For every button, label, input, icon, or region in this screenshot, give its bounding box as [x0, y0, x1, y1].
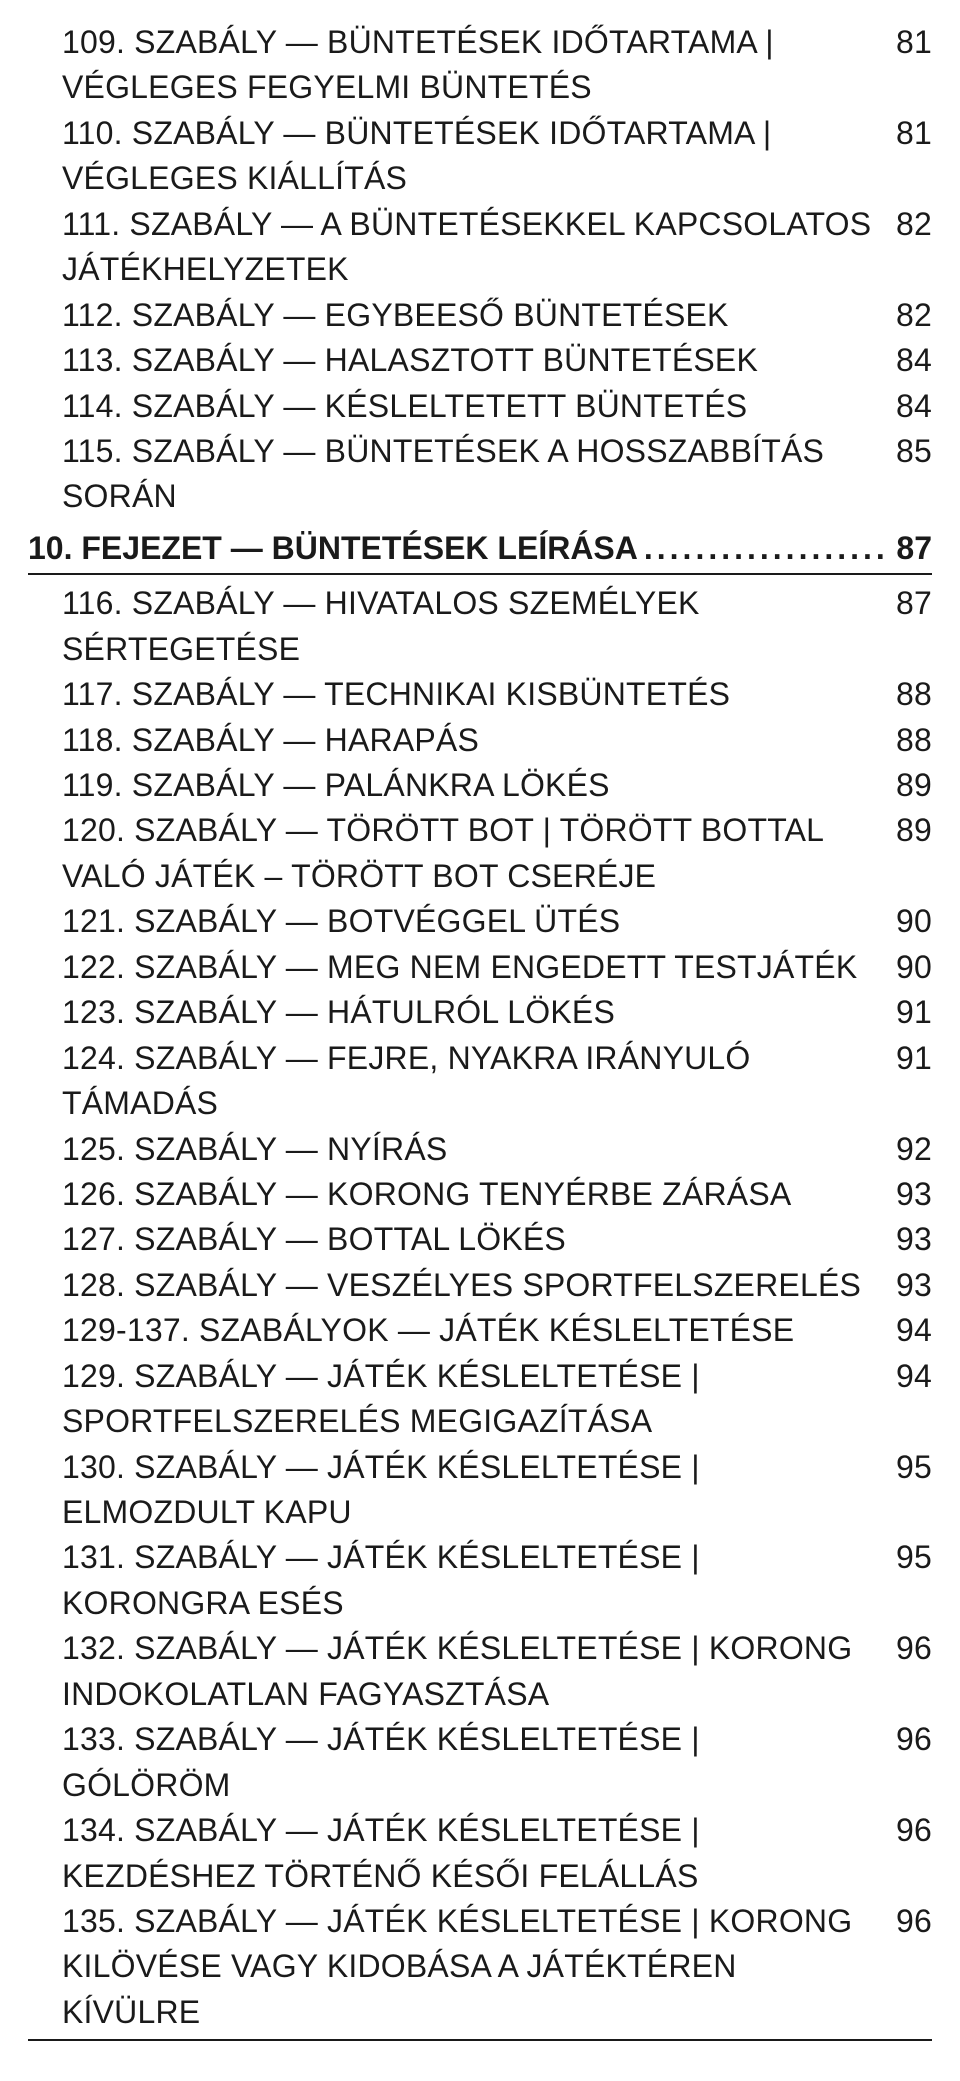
- toc-entry: 125. SZABÁLY — NYÍRÁS 92: [62, 1127, 932, 1172]
- toc-entry-label: 122. SZABÁLY — MEG NEM ENGEDETT TESTJÁTÉ…: [62, 945, 857, 990]
- toc-entry-page: 90: [874, 945, 932, 990]
- toc-entry: 115. SZABÁLY — BÜNTETÉSEK A HOSSZABBÍTÁS…: [62, 429, 932, 520]
- toc-entry: 132. SZABÁLY — JÁTÉK KÉSLELTETÉSE | KORO…: [62, 1626, 932, 1717]
- toc-entry-label: 128. SZABÁLY — VESZÉLYES SPORTFELSZERELÉ…: [62, 1263, 861, 1308]
- toc-entry-page: 81: [874, 20, 932, 65]
- toc-entry: 120. SZABÁLY — TÖRÖTT BOT | TÖRÖTT BOTTA…: [62, 808, 932, 899]
- toc-entry-label: 119. SZABÁLY — PALÁNKRA LÖKÉS: [62, 763, 610, 808]
- toc-entry: 133. SZABÁLY — JÁTÉK KÉSLELTETÉSE | GÓLÖ…: [62, 1717, 932, 1808]
- toc-entry-page: 89: [874, 763, 932, 808]
- toc-entry-page: 87: [874, 581, 932, 626]
- toc-entry: 121. SZABÁLY — BOTVÉGGEL ÜTÉS 90: [62, 899, 932, 944]
- toc-entry-label: 127. SZABÁLY — BOTTAL LÖKÉS: [62, 1217, 566, 1262]
- toc-entry-label: 117. SZABÁLY — TECHNIKAI KISBÜNTETÉS: [62, 672, 730, 717]
- toc-entry: 124. SZABÁLY — FEJRE, NYAKRA IRÁNYULÓ TÁ…: [62, 1036, 932, 1127]
- toc-entry-page: 96: [874, 1626, 932, 1671]
- toc-entry-label: 123. SZABÁLY — HÁTULRÓL LÖKÉS: [62, 990, 615, 1035]
- toc-entry: 128. SZABÁLY — VESZÉLYES SPORTFELSZERELÉ…: [62, 1263, 932, 1308]
- toc-entry-page: 85: [874, 429, 932, 474]
- toc-entry: 131. SZABÁLY — JÁTÉK KÉSLELTETÉSE | KORO…: [62, 1535, 932, 1626]
- toc-entry: 110. SZABÁLY — BÜNTETÉSEK IDŐTARTAMA | V…: [62, 111, 932, 202]
- toc-entry-page: 91: [874, 990, 932, 1035]
- toc-section-1: 109. SZABÁLY — BÜNTETÉSEK IDŐTARTAMA | V…: [62, 20, 932, 520]
- toc-entry-label: 125. SZABÁLY — NYÍRÁS: [62, 1127, 447, 1172]
- toc-entry: 129-137. SZABÁLYOK — JÁTÉK KÉSLELTETÉSE …: [62, 1308, 932, 1353]
- toc-entry-page: 95: [874, 1445, 932, 1490]
- toc-entry: 112. SZABÁLY — EGYBEESŐ BÜNTETÉSEK 82: [62, 293, 932, 338]
- toc-entry-label: 114. SZABÁLY — KÉSLELTETETT BÜNTETÉS: [62, 384, 747, 429]
- toc-entry-label: 115. SZABÁLY — BÜNTETÉSEK A HOSSZABBÍTÁS…: [62, 429, 874, 520]
- chapter-label: 10. FEJEZET — BÜNTETÉSEK LEÍRÁSA: [28, 526, 638, 571]
- toc-entry: 123. SZABÁLY — HÁTULRÓL LÖKÉS 91: [62, 990, 932, 1035]
- toc-entry-page: 93: [874, 1263, 932, 1308]
- toc-entry-page: 94: [874, 1308, 932, 1353]
- toc-entry-page: 96: [874, 1808, 932, 1853]
- toc-entry-page: 81: [874, 111, 932, 156]
- toc-entry: 135. SZABÁLY — JÁTÉK KÉSLELTETÉSE | KORO…: [62, 1899, 932, 2035]
- toc-entry-label: 130. SZABÁLY — JÁTÉK KÉSLELTETÉSE | ELMO…: [62, 1445, 874, 1536]
- toc-entry: 134. SZABÁLY — JÁTÉK KÉSLELTETÉSE | KEZD…: [62, 1808, 932, 1899]
- bottom-rule: [28, 2039, 932, 2041]
- toc-chapter-heading: 10. FEJEZET — BÜNTETÉSEK LEÍRÁSA .......…: [28, 526, 932, 575]
- toc-entry-page: 88: [874, 672, 932, 717]
- toc-entry-label: 109. SZABÁLY — BÜNTETÉSEK IDŐTARTAMA | V…: [62, 20, 874, 111]
- toc-entry: 114. SZABÁLY — KÉSLELTETETT BÜNTETÉS 84: [62, 384, 932, 429]
- toc-entry-page: 90: [874, 899, 932, 944]
- toc-entry-page: 82: [874, 202, 932, 247]
- toc-entry-page: 84: [874, 384, 932, 429]
- toc-entry-label: 135. SZABÁLY — JÁTÉK KÉSLELTETÉSE | KORO…: [62, 1899, 874, 2035]
- toc-entry-label: 124. SZABÁLY — FEJRE, NYAKRA IRÁNYULÓ TÁ…: [62, 1036, 874, 1127]
- toc-entry-page: 88: [874, 718, 932, 763]
- toc-entry-label: 121. SZABÁLY — BOTVÉGGEL ÜTÉS: [62, 899, 620, 944]
- toc-entry: 118. SZABÁLY — HARAPÁS 88: [62, 718, 932, 763]
- chapter-leader-dots: ........................................…: [638, 526, 886, 571]
- chapter-page: 87: [886, 526, 932, 571]
- toc-entry-page: 93: [874, 1217, 932, 1262]
- toc-entry-page: 82: [874, 293, 932, 338]
- toc-entry-label: 129-137. SZABÁLYOK — JÁTÉK KÉSLELTETÉSE: [62, 1308, 794, 1353]
- toc-entry-page: 94: [874, 1354, 932, 1399]
- toc-entry: 116. SZABÁLY — HIVATALOS SZEMÉLYEK SÉRTE…: [62, 581, 932, 672]
- toc-entry: 117. SZABÁLY — TECHNIKAI KISBÜNTETÉS 88: [62, 672, 932, 717]
- toc-entry-label: 116. SZABÁLY — HIVATALOS SZEMÉLYEK SÉRTE…: [62, 581, 874, 672]
- toc-entry-label: 113. SZABÁLY — HALASZTOTT BÜNTETÉSEK: [62, 338, 758, 383]
- toc-entry-label: 118. SZABÁLY — HARAPÁS: [62, 718, 479, 763]
- toc-entry-label: 134. SZABÁLY — JÁTÉK KÉSLELTETÉSE | KEZD…: [62, 1808, 874, 1899]
- toc-section-2: 116. SZABÁLY — HIVATALOS SZEMÉLYEK SÉRTE…: [62, 581, 932, 2035]
- toc-entry-label: 110. SZABÁLY — BÜNTETÉSEK IDŐTARTAMA | V…: [62, 111, 874, 202]
- toc-entry: 119. SZABÁLY — PALÁNKRA LÖKÉS 89: [62, 763, 932, 808]
- toc-entry-page: 96: [874, 1717, 932, 1762]
- toc-entry-label: 129. SZABÁLY — JÁTÉK KÉSLELTETÉSE | SPOR…: [62, 1354, 874, 1445]
- toc-entry-page: 95: [874, 1535, 932, 1580]
- toc-entry: 127. SZABÁLY — BOTTAL LÖKÉS 93: [62, 1217, 932, 1262]
- toc-entry-label: 131. SZABÁLY — JÁTÉK KÉSLELTETÉSE | KORO…: [62, 1535, 874, 1626]
- toc-entry: 109. SZABÁLY — BÜNTETÉSEK IDŐTARTAMA | V…: [62, 20, 932, 111]
- toc-entry-page: 89: [874, 808, 932, 853]
- toc-entry: 113. SZABÁLY — HALASZTOTT BÜNTETÉSEK 84: [62, 338, 932, 383]
- toc-entry: 129. SZABÁLY — JÁTÉK KÉSLELTETÉSE | SPOR…: [62, 1354, 932, 1445]
- toc-entry-page: 84: [874, 338, 932, 383]
- toc-entry-label: 133. SZABÁLY — JÁTÉK KÉSLELTETÉSE | GÓLÖ…: [62, 1717, 874, 1808]
- toc-entry-label: 126. SZABÁLY — KORONG TENYÉRBE ZÁRÁSA: [62, 1172, 791, 1217]
- toc-entry-page: 93: [874, 1172, 932, 1217]
- toc-entry-label: 120. SZABÁLY — TÖRÖTT BOT | TÖRÖTT BOTTA…: [62, 808, 874, 899]
- toc-entry-label: 111. SZABÁLY — A BÜNTETÉSEKKEL KAPCSOLAT…: [62, 202, 874, 293]
- toc-entry-page: 91: [874, 1036, 932, 1081]
- toc-entry: 111. SZABÁLY — A BÜNTETÉSEKKEL KAPCSOLAT…: [62, 202, 932, 293]
- toc-entry-label: 132. SZABÁLY — JÁTÉK KÉSLELTETÉSE | KORO…: [62, 1626, 874, 1717]
- toc-entry: 122. SZABÁLY — MEG NEM ENGEDETT TESTJÁTÉ…: [62, 945, 932, 990]
- toc-entry: 126. SZABÁLY — KORONG TENYÉRBE ZÁRÁSA 93: [62, 1172, 932, 1217]
- toc-entry-label: 112. SZABÁLY — EGYBEESŐ BÜNTETÉSEK: [62, 293, 729, 338]
- toc-entry-page: 92: [874, 1127, 932, 1172]
- toc-entry-page: 96: [874, 1899, 932, 1944]
- toc-entry: 130. SZABÁLY — JÁTÉK KÉSLELTETÉSE | ELMO…: [62, 1445, 932, 1536]
